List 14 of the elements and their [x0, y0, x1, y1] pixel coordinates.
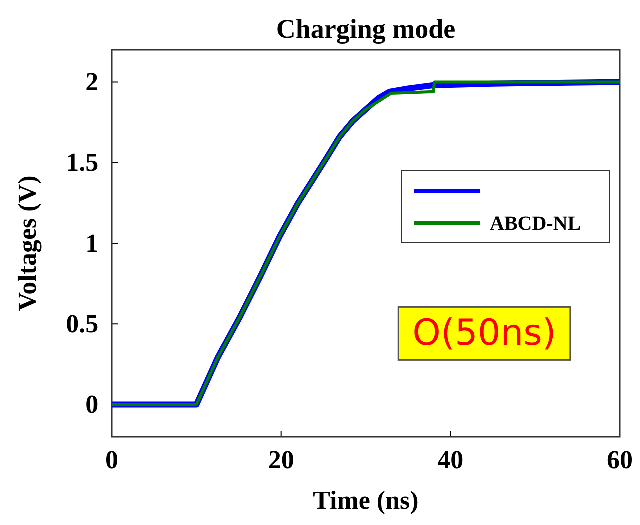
x-tick-label: 60 — [607, 446, 633, 475]
y-tick-label: 2 — [86, 68, 99, 97]
annotation: O(50ns) — [412, 313, 556, 354]
legend-label: ABCD-NL — [490, 212, 582, 235]
x-axis-title: Time (ns) — [313, 486, 419, 515]
x-tick-label: 0 — [106, 446, 118, 475]
y-tick-label: 0.5 — [66, 309, 99, 338]
y-axis-title: Voltages (V) — [13, 176, 42, 312]
y-tick-label: 1.5 — [66, 148, 99, 178]
chart-title: Charging mode — [276, 14, 456, 44]
y-tick-label: 0 — [86, 390, 99, 420]
x-tick-label: 40 — [438, 446, 464, 475]
x-tick-label: 20 — [268, 446, 294, 475]
y-tick-label: 1 — [86, 228, 99, 258]
